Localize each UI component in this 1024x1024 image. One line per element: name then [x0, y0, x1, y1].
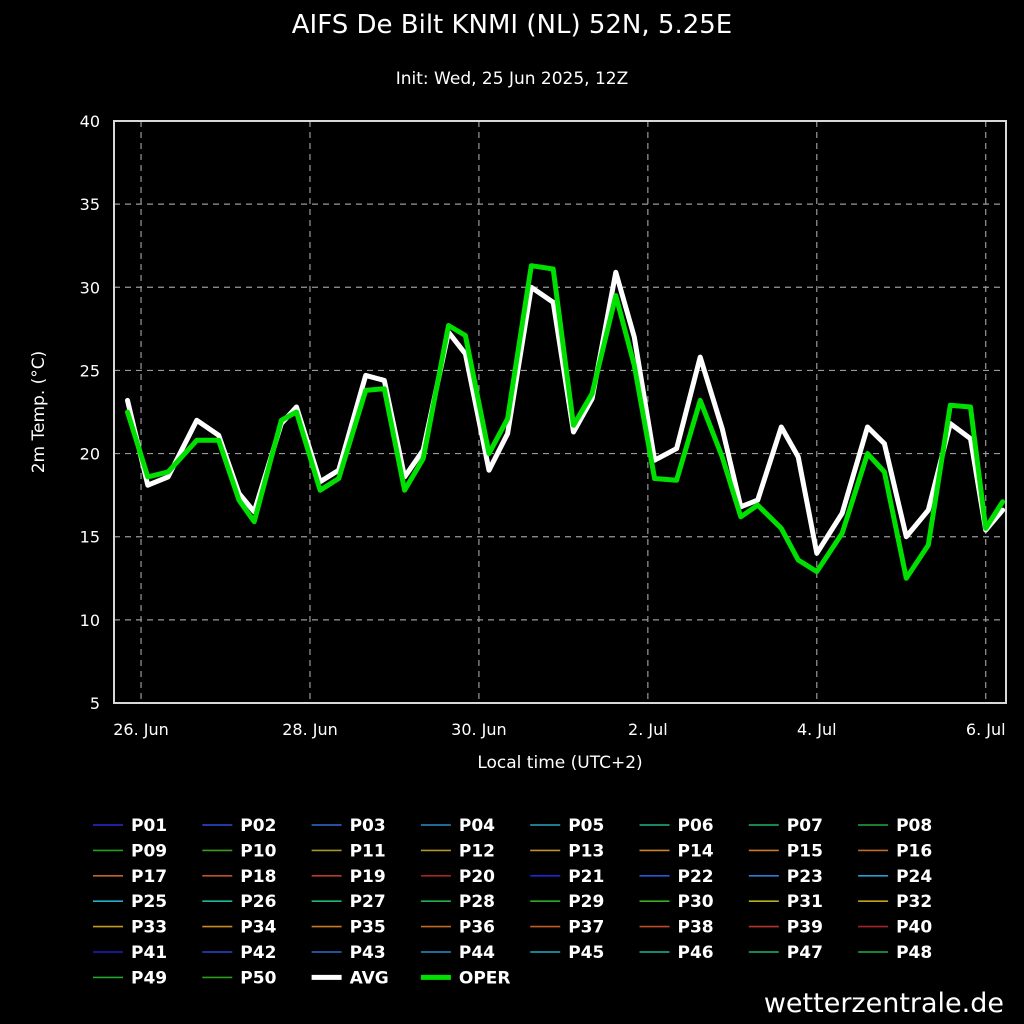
legend-label: P09: [131, 841, 167, 861]
x-axis-ticks: 26. Jun 28. Jun 30. Jun 2. Jul 4. Jul 6. Jul: [113, 720, 1005, 739]
y-tick-label: 5: [90, 694, 100, 713]
legend-label: P46: [678, 943, 714, 963]
legend-label: OPER: [459, 968, 511, 988]
y-tick-label: 25: [80, 361, 100, 380]
legend-label: P34: [240, 918, 276, 938]
plot-area-series: [125, 263, 1006, 581]
legend-label: P23: [787, 867, 823, 887]
legend-label: P07: [787, 816, 823, 836]
legend-label: P37: [568, 918, 604, 938]
legend-label: P32: [896, 892, 932, 912]
legend-label: AVG: [350, 968, 389, 988]
y-tick-label: 30: [80, 278, 100, 297]
legend-label: P26: [240, 892, 276, 912]
legend-label: P47: [787, 943, 823, 963]
legend-label: P11: [350, 841, 386, 861]
legend-label: P22: [678, 867, 714, 887]
x-tick-label: 6. Jul: [966, 720, 1006, 739]
x-tick-label: 28. Jun: [282, 720, 338, 739]
y-axis-label: 2m Temp. (°C): [29, 351, 49, 474]
legend-label: P20: [459, 867, 495, 887]
plot-frame: [113, 120, 1007, 704]
legend-label: P12: [459, 841, 495, 861]
y-tick-label: 15: [80, 528, 100, 547]
y-tick-label: 35: [80, 195, 100, 214]
legend-label: P29: [568, 892, 604, 912]
legend-label: P28: [459, 892, 495, 912]
chart-title: AIFS De Bilt KNMI (NL) 52N, 5.25E: [292, 10, 732, 40]
legend-label: P03: [350, 816, 386, 836]
legend-label: P35: [350, 918, 386, 938]
series-line-oper: [125, 263, 1006, 581]
legend-label: P24: [896, 867, 932, 887]
legend-label: P33: [131, 918, 167, 938]
x-tick-label: 2. Jul: [628, 720, 668, 739]
legend-label: P01: [131, 816, 167, 836]
legend-label: P45: [568, 943, 604, 963]
legend-label: P38: [678, 918, 714, 938]
legend-label: P17: [131, 867, 167, 887]
legend-label: P50: [240, 968, 276, 988]
y-tick-label: 40: [80, 112, 100, 131]
legend-label: P14: [678, 841, 714, 861]
x-tick-label: 4. Jul: [797, 720, 837, 739]
chart-subtitle: Init: Wed, 25 Jun 2025, 12Z: [396, 69, 629, 89]
legend-label: P31: [787, 892, 823, 912]
x-axis-label: Local time (UTC+2): [477, 753, 642, 773]
legend-label: P16: [896, 841, 932, 861]
legend-label: P04: [459, 816, 495, 836]
legend-label: P43: [350, 943, 386, 963]
watermark: wetterzentrale.de: [764, 988, 1004, 1019]
y-tick-label: 10: [80, 611, 100, 630]
legend-label: P36: [459, 918, 495, 938]
y-tick-label: 20: [80, 445, 100, 464]
legend-label: P48: [896, 943, 932, 963]
legend-label: P19: [350, 867, 386, 887]
legend-label: P44: [459, 943, 495, 963]
legend-label: P41: [131, 943, 167, 963]
legend-label: P18: [240, 867, 276, 887]
legend-label: P08: [896, 816, 932, 836]
legend-label: P21: [568, 867, 604, 887]
x-tick-label: 26. Jun: [113, 720, 169, 739]
legend-label: P15: [787, 841, 823, 861]
legend-label: P05: [568, 816, 604, 836]
legend-label: P27: [350, 892, 386, 912]
legend-label: P25: [131, 892, 167, 912]
legend-label: P06: [678, 816, 714, 836]
legend-label: P39: [787, 918, 823, 938]
legend-label: P40: [896, 918, 932, 938]
legend: P01 P02 P03 P04 P05 P06 P07 P08 P09 P10 P11 P12 P13 P…: [93, 816, 932, 988]
legend-label: P42: [240, 943, 276, 963]
x-tick-label: 30. Jun: [451, 720, 507, 739]
legend-label: P02: [240, 816, 276, 836]
legend-label: P30: [678, 892, 714, 912]
legend-label: P49: [131, 968, 167, 988]
y-axis-ticks: 5 10 15 20 25 30 35 40: [80, 112, 100, 713]
legend-label: P13: [568, 841, 604, 861]
legend-label: P10: [240, 841, 276, 861]
grid: [114, 121, 1006, 703]
